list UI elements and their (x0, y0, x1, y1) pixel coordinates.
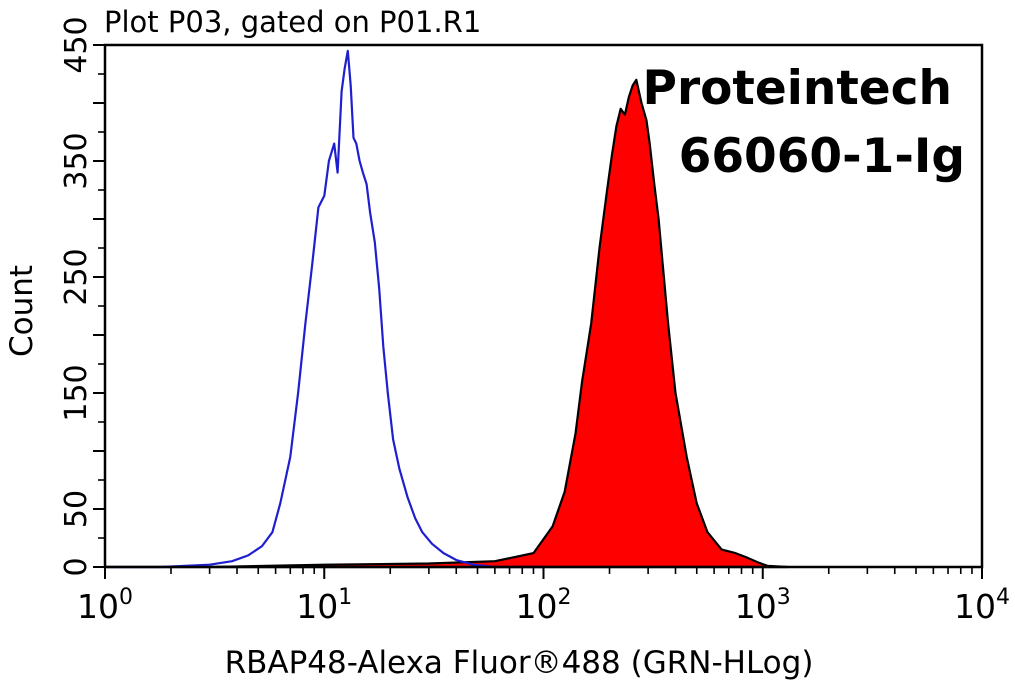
annotation-line-1: Proteintech (643, 61, 953, 116)
y-tick-label: 250 (59, 248, 94, 305)
x-tick-label: 104 (954, 585, 1010, 626)
x-tick-label: 100 (77, 585, 133, 626)
y-axis-label: Count (4, 265, 40, 357)
y-tick-label: 350 (59, 132, 94, 189)
x-axis-label: RBAP48-Alexa Fluor®488 (GRN-HLog) (225, 645, 814, 681)
x-tick-label: 102 (516, 585, 572, 626)
series-layer (103, 49, 789, 569)
y-tick-label: 150 (59, 364, 94, 421)
y-tick-label: 0 (59, 557, 94, 576)
x-tick-label: 103 (735, 585, 791, 626)
series-outline-histogram (105, 49, 544, 569)
tick-layer: 100 101 102 103 104 0 50 150 250 350 450 (59, 16, 1010, 626)
y-tick-label: 450 (59, 16, 94, 73)
y-tick-label: 50 (59, 490, 94, 528)
plot-frame (103, 43, 984, 569)
plot-title: Plot P03, gated on P01.R1 (104, 5, 481, 39)
series-filled-histogram (103, 78, 789, 569)
x-tick-label: 101 (296, 585, 352, 626)
annotation-line-2: 66060-1-Ig (679, 129, 965, 184)
